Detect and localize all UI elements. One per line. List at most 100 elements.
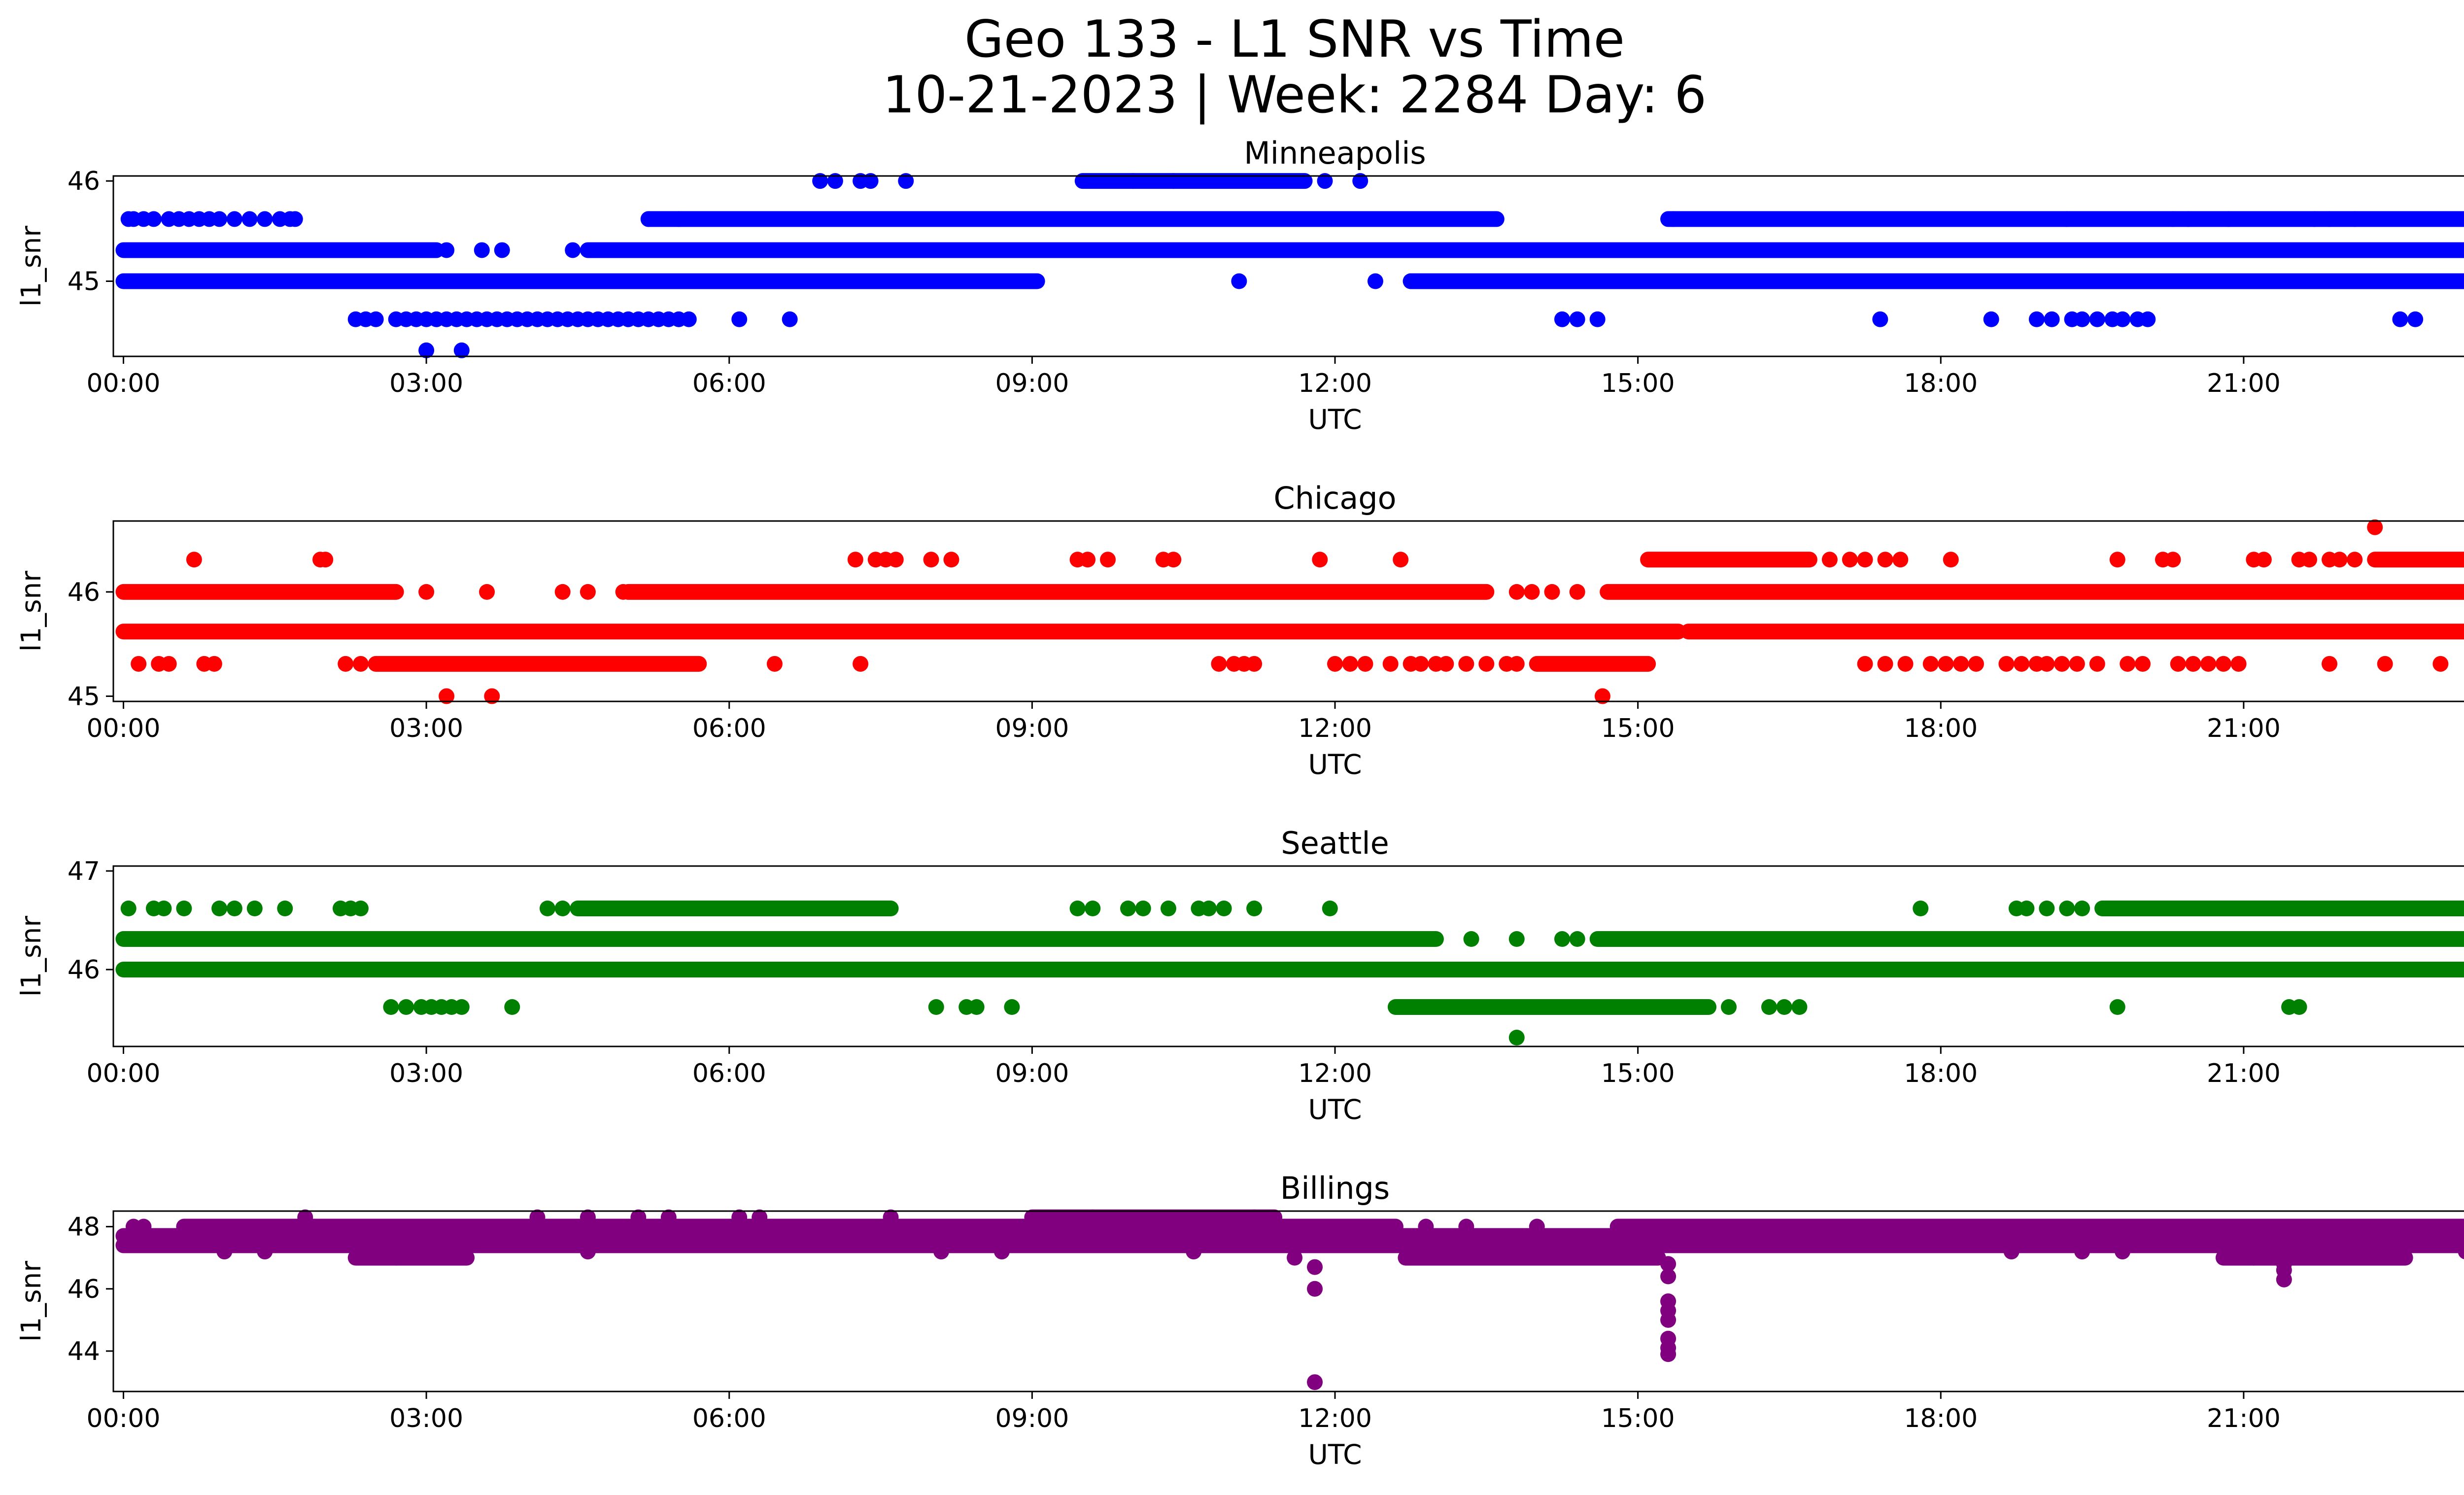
data-point-37: [2322, 211, 2338, 227]
data-point-42: [953, 273, 969, 289]
data-point-32: [418, 584, 435, 600]
data-point-13: [1418, 1218, 1434, 1235]
x-tick-label-0: 00:00: [87, 1059, 161, 1088]
data-point-48: [453, 999, 470, 1015]
data-point-20: [933, 1244, 949, 1260]
data-point-25: [862, 173, 879, 189]
x-tick-label-1: 03:00: [389, 714, 463, 743]
data-point-3: [448, 1218, 465, 1235]
y-tick-label-1: 46: [68, 1275, 100, 1304]
data-point-51: [368, 311, 384, 327]
data-point-26: [2256, 552, 2272, 568]
data-point-3: [145, 211, 162, 227]
data-point-93: [2089, 311, 2105, 327]
data-point-20: [1892, 552, 1909, 568]
data-point-84: [1554, 311, 1570, 327]
data-point-10: [352, 901, 369, 916]
x-tick-label-4: 12:00: [1298, 714, 1372, 743]
data-point-87: [1872, 311, 1888, 327]
data-point-50: [1211, 656, 1227, 672]
subplot-title: Minneapolis: [1244, 135, 1426, 171]
data-point-95: [2115, 311, 2131, 327]
data-point-89: [2028, 311, 2045, 327]
data-point-82: [2170, 656, 2186, 672]
data-point-11: [241, 211, 258, 227]
panel-seattle: Seattle 00:00 03:00 06:00 09:00 12:00 15:00 18:…: [15, 825, 2464, 1125]
x-tick-label-6: 18:00: [1904, 1404, 1978, 1433]
data-point-14: [1312, 552, 1328, 568]
x-tick-label-5: 15:00: [1601, 1059, 1675, 1088]
data-point-45: [206, 656, 222, 672]
data-point-22: [1322, 901, 1338, 916]
data-point-60: [2291, 999, 2307, 1015]
data-point-40: [1569, 584, 1585, 600]
data-point-65: [1508, 656, 1525, 672]
data-point-49: [853, 656, 869, 672]
data-point-23: [1913, 901, 1929, 916]
data-point-98: [2392, 311, 2408, 327]
data-point-99: [2407, 311, 2424, 327]
data-point-12: [1246, 1209, 1263, 1225]
data-point-14: [1085, 901, 1101, 916]
data-point-39: [1508, 931, 1525, 947]
data-point-90: [439, 688, 455, 704]
data-point-29: [2235, 901, 2252, 916]
data-point-33: [2165, 211, 2181, 227]
data-point-80: [2120, 656, 2136, 672]
x-tick-label-3: 09:00: [995, 369, 1069, 398]
data-point-8: [943, 552, 959, 568]
data-point-61: [1508, 1030, 1525, 1045]
x-tick-label-4: 12:00: [1298, 1059, 1372, 1088]
data-point-66: [1857, 656, 1873, 672]
data-point-73: [1998, 656, 2015, 672]
data-point-83: [782, 311, 798, 327]
data-point-45: [1231, 273, 1247, 289]
x-tick-label-1: 03:00: [389, 369, 463, 398]
data-point-43: [984, 273, 1000, 289]
data-point-20: [1216, 901, 1232, 916]
data-point-22: [812, 173, 828, 189]
data-point-15: [1393, 552, 1409, 568]
data-point-32: [2059, 211, 2075, 227]
data-point-46: [338, 656, 354, 672]
y-tick-label-1: 47: [68, 857, 100, 886]
data-point-7: [277, 901, 293, 916]
data-point-10: [883, 1209, 899, 1225]
data-point-17: [474, 242, 490, 258]
x-tick-label-6: 18:00: [1904, 369, 1978, 398]
data-point-82: [731, 311, 748, 327]
y-tick-label-0: 45: [68, 682, 100, 711]
data-point-92: [1594, 688, 1610, 704]
data-point-16: [216, 1244, 233, 1260]
data-point-22: [1186, 1244, 1202, 1260]
data-point-23: [827, 173, 843, 189]
y-tick-label-1: 46: [68, 167, 100, 196]
data-point-100: [418, 342, 435, 358]
data-point-27: [2059, 901, 2075, 916]
y-tick-label-0: 44: [68, 1337, 100, 1366]
data-point-35: [2397, 901, 2413, 916]
data-point-43: [398, 999, 414, 1015]
data-point-21: [1246, 901, 1263, 916]
data-point-15: [1529, 1218, 1545, 1235]
data-point-5: [226, 901, 242, 916]
data-point-67: [1877, 656, 1893, 672]
data-point-16: [1821, 552, 1838, 568]
data-point-84: [2200, 656, 2217, 672]
data-point-30: [2266, 901, 2282, 916]
x-axis-label: UTC: [1308, 1439, 1362, 1470]
data-point-2: [317, 552, 334, 568]
data-point-15: [1120, 901, 1136, 916]
data-point-6: [630, 1209, 647, 1225]
data-point-23: [1287, 1250, 1303, 1266]
subplot-title: Billings: [1280, 1170, 1390, 1206]
data-point-62: [1458, 656, 1474, 672]
x-axis-label: UTC: [1308, 404, 1362, 435]
data-point-89: [2432, 656, 2449, 672]
data-point-35: [580, 584, 596, 600]
data-point-101: [453, 342, 470, 358]
data-point-57: [1382, 656, 1399, 672]
data-point-15: [287, 211, 303, 227]
data-point-38: [1463, 931, 1479, 947]
data-point-41: [933, 273, 949, 289]
